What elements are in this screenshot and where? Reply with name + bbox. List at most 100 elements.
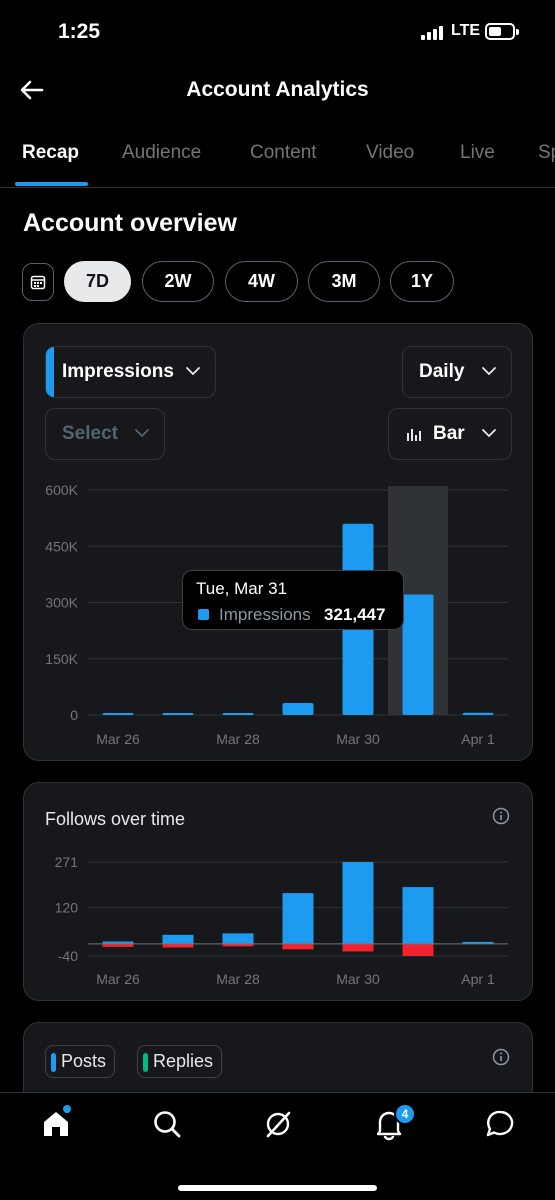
impressions-bar — [462, 712, 494, 715]
chevron-down-icon — [135, 429, 149, 438]
chart-type-label: Bar — [433, 423, 465, 444]
tooltip-series-name: Impressions — [219, 605, 311, 624]
follows-chart[interactable]: 271 120 -40 Mar 26 Mar 28 Mar 30 Apr 1 — [24, 783, 532, 1000]
impressions-bar — [282, 703, 314, 715]
follows-card-title: Follows over time — [45, 809, 186, 829]
page-title: Account Analytics — [186, 78, 369, 101]
follows-bar — [462, 941, 494, 944]
y-tick-label: 120 — [55, 900, 79, 916]
x-tick-label: Mar 30 — [336, 731, 380, 747]
bell-icon — [376, 1111, 402, 1141]
follows-bar — [102, 941, 134, 944]
unfollows-bar — [402, 943, 434, 956]
battery-icon — [485, 23, 519, 40]
compare-select[interactable]: Select — [45, 408, 165, 460]
back-button[interactable] — [18, 76, 46, 104]
grok-icon — [266, 1111, 291, 1138]
metric-select[interactable]: Impressions — [45, 346, 216, 398]
range-1y-button[interactable]: 1Y — [390, 261, 454, 302]
signal-icon — [421, 26, 445, 40]
bar-chart-icon — [407, 429, 421, 441]
chevron-down-icon — [482, 367, 496, 376]
x-tick-label: Apr 1 — [461, 731, 495, 747]
network-label: LTE — [451, 22, 481, 39]
tab-bar: Recap Audience Content Video Live Sp — [0, 128, 555, 188]
arrow-left-icon — [20, 80, 44, 100]
tooltip-value: 321,447 — [324, 605, 386, 624]
tab-live[interactable]: Live — [460, 142, 495, 163]
posts-chip[interactable]: Posts — [45, 1045, 116, 1078]
unfollows-bar — [102, 943, 134, 947]
y-tick-label: 0 — [70, 707, 78, 723]
unfollows-bar — [222, 943, 254, 947]
y-tick-label: 300K — [45, 595, 78, 611]
follows-bar — [342, 862, 374, 944]
unfollows-bar — [282, 943, 314, 950]
y-tick-label: 150K — [45, 651, 78, 667]
chart-tooltip: Tue, Mar 31 Impressions 321,447 — [182, 570, 404, 630]
tooltip-swatch — [198, 609, 209, 620]
interval-select[interactable]: Daily — [402, 346, 512, 398]
replies-chip-label: Replies — [153, 1051, 214, 1071]
chat-bubble-icon — [486, 1110, 514, 1137]
impressions-bar — [222, 713, 254, 715]
bottom-nav: 4 — [0, 1092, 555, 1200]
range-7d-button[interactable]: 7D — [64, 261, 131, 302]
x-tick-label: Apr 1 — [461, 971, 495, 987]
chart-type-select[interactable]: Bar — [388, 408, 512, 460]
posts-chip-label: Posts — [61, 1051, 107, 1071]
info-icon[interactable] — [492, 1048, 510, 1066]
x-tick-label: Mar 26 — [96, 971, 140, 987]
impressions-card: Impressions Daily Select Bar 600K 450K 300… — [23, 323, 533, 761]
impressions-chart[interactable]: 600K 450K 300K 150K 0 Mar 26 Mar 28 Mar 30 Apr 1 — [24, 324, 532, 760]
y-tick-label: 600K — [45, 482, 78, 498]
home-indicator — [178, 1185, 377, 1191]
range-4w-button[interactable]: 4W — [225, 261, 298, 302]
home-icon — [44, 1112, 68, 1136]
follows-bar — [222, 933, 254, 944]
tab-video[interactable]: Video — [366, 142, 415, 163]
tab-audience[interactable]: Audience — [122, 142, 202, 163]
unfollows-bar — [342, 943, 374, 952]
nav-notifications[interactable] — [372, 1107, 406, 1141]
range-2w-button[interactable]: 2W — [142, 261, 214, 302]
metric-select-label: Impressions — [62, 361, 174, 382]
replies-chip[interactable]: Replies — [137, 1045, 223, 1078]
follows-bar — [162, 934, 194, 944]
posts-color-bar — [51, 1053, 56, 1072]
nav-home[interactable] — [39, 1107, 73, 1141]
chevron-down-icon — [186, 367, 200, 376]
section-title: Account overview — [23, 209, 237, 237]
status-bar: 1:25 LTE — [0, 0, 555, 64]
tab-spaces[interactable]: Sp — [538, 142, 555, 163]
y-tick-label: 450K — [45, 538, 78, 554]
interval-select-label: Daily — [419, 361, 465, 382]
calendar-icon — [30, 275, 46, 290]
status-time: 1:25 — [58, 20, 101, 43]
info-icon[interactable] — [492, 807, 510, 825]
nav-messages[interactable] — [483, 1107, 517, 1141]
x-tick-label: Mar 28 — [216, 731, 260, 747]
calendar-button[interactable] — [22, 263, 54, 301]
nav-search[interactable] — [150, 1107, 184, 1141]
search-icon — [154, 1111, 181, 1138]
nav-grok[interactable] — [261, 1107, 295, 1141]
notifications-badge: 4 — [394, 1103, 416, 1125]
tab-recap[interactable]: Recap — [22, 142, 80, 163]
impressions-bar — [162, 713, 194, 715]
tab-content[interactable]: Content — [250, 142, 317, 163]
y-tick-label: 271 — [55, 854, 79, 870]
impressions-bar — [102, 713, 134, 715]
chevron-down-icon — [482, 429, 496, 438]
x-tick-label: Mar 26 — [96, 731, 140, 747]
tooltip-date: Tue, Mar 31 — [196, 579, 288, 598]
range-3m-button[interactable]: 3M — [308, 261, 380, 302]
top-bar: Account Analytics — [0, 64, 555, 120]
compare-select-label: Select — [62, 423, 118, 444]
follows-bar — [402, 887, 434, 944]
x-tick-label: Mar 30 — [336, 971, 380, 987]
metric-color-bar — [46, 347, 54, 397]
date-range-selector: 7D 2W 4W 3M 1Y — [0, 261, 555, 303]
unfollows-bar — [162, 943, 194, 948]
home-unread-dot — [63, 1105, 71, 1113]
